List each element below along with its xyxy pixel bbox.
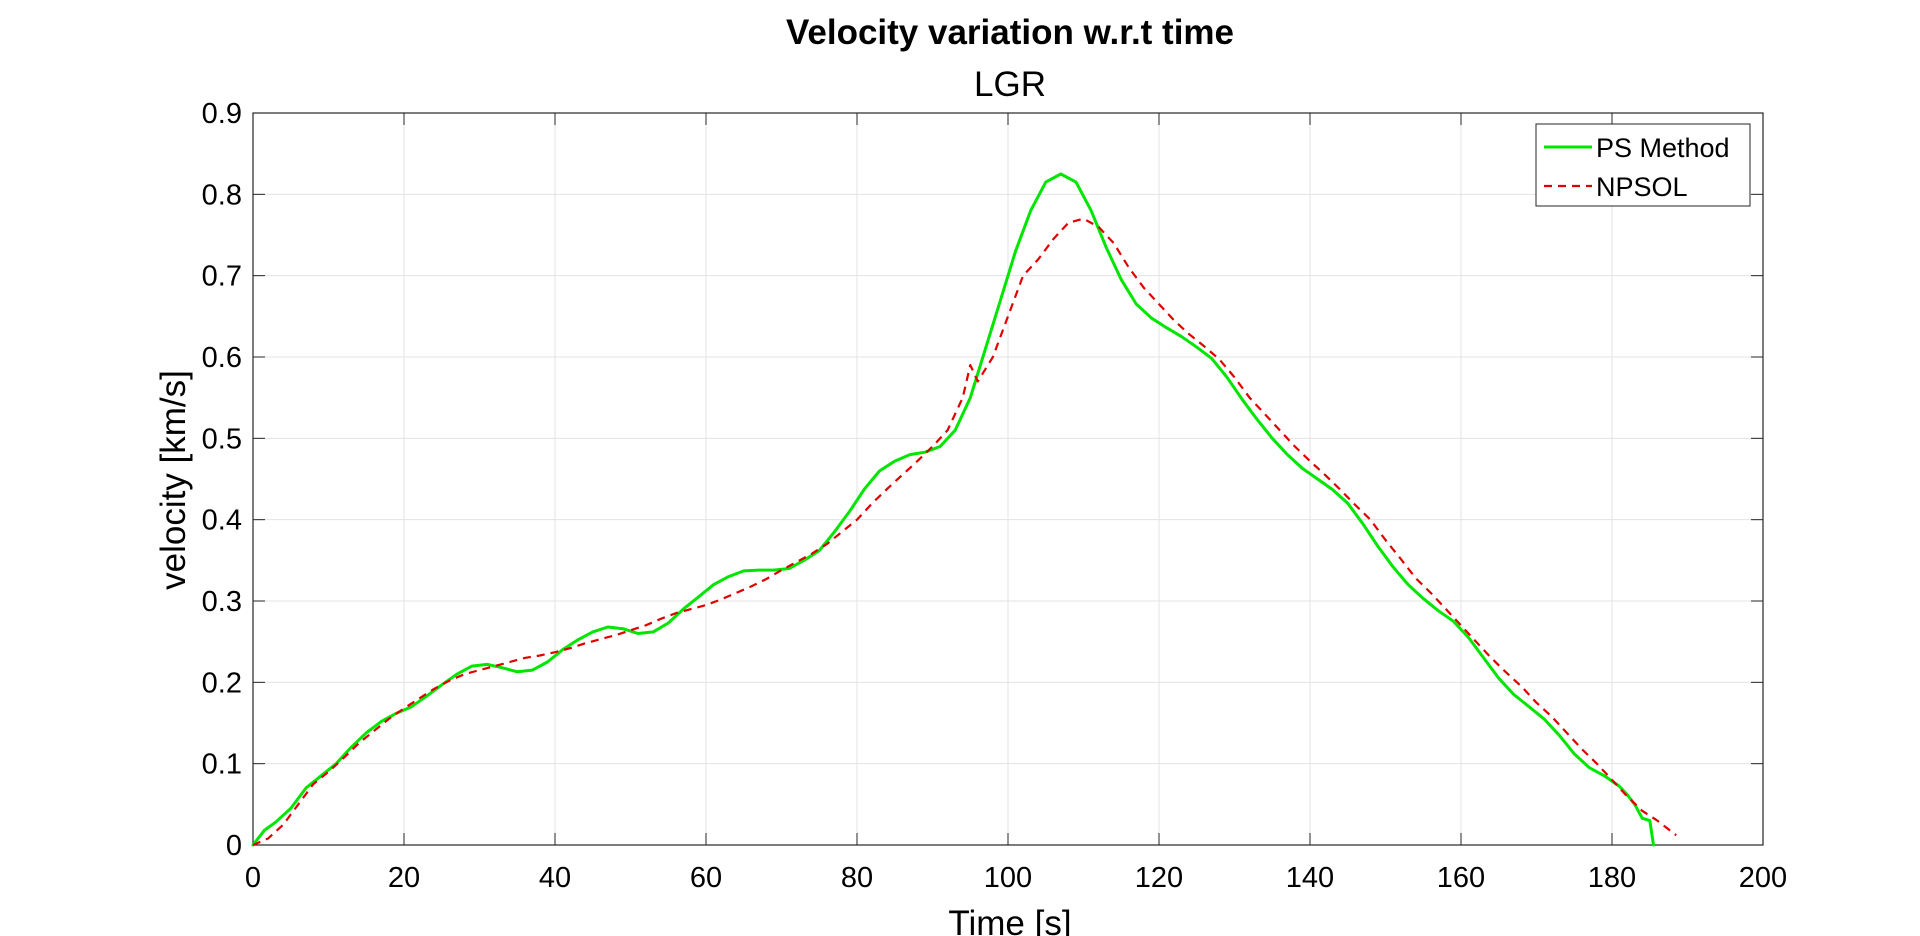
x-axis-label: Time [s]	[948, 904, 1071, 936]
series-line-0	[251, 172, 1655, 847]
y-tick-label: 0.7	[202, 261, 242, 293]
y-tick-label: 0.6	[202, 342, 242, 374]
x-tick-label: 40	[539, 862, 571, 894]
axes	[252, 112, 1764, 846]
x-tick-label: 0	[245, 862, 261, 894]
chart-subtitle: LGR	[974, 65, 1046, 104]
series-lines	[251, 172, 1677, 847]
x-tick-label: 180	[1588, 862, 1636, 894]
x-tick-label: 160	[1437, 862, 1485, 894]
y-tick-label: 0.8	[202, 179, 242, 211]
legend-box	[1535, 123, 1751, 207]
y-tick-label: 0.1	[202, 749, 242, 781]
x-tick-label: 140	[1286, 862, 1334, 894]
y-tick-label: 0	[226, 830, 242, 862]
y-axis-label: velocity [km/s]	[154, 370, 193, 590]
legend-label-0: PS Method	[1596, 133, 1730, 163]
y-tick-label: 0.4	[202, 505, 242, 537]
y-tick-label: 0.5	[202, 423, 242, 455]
x-tick-label: 60	[690, 862, 722, 894]
tick-labels: 0 20 40 60 80 100 120 140 160 180 200 0 0.1 0.2 0.3 0.4…	[202, 98, 1788, 894]
x-tick-label: 20	[388, 862, 420, 894]
legend: PS Method NPSOL	[1535, 123, 1751, 207]
series-line-1	[252, 217, 1677, 847]
x-tick-label: 100	[984, 862, 1032, 894]
plot-frame	[252, 112, 1764, 846]
x-tick-label: 120	[1135, 862, 1183, 894]
legend-label-1: NPSOL	[1596, 172, 1688, 202]
x-tick-label: 200	[1739, 862, 1787, 894]
y-tick-label: 0.9	[202, 98, 242, 130]
grid	[252, 112, 1764, 846]
x-tick-label: 80	[841, 862, 873, 894]
y-tick-label: 0.2	[202, 667, 242, 699]
chart-title: Velocity variation w.r.t time	[786, 13, 1234, 52]
y-tick-label: 0.3	[202, 586, 242, 618]
